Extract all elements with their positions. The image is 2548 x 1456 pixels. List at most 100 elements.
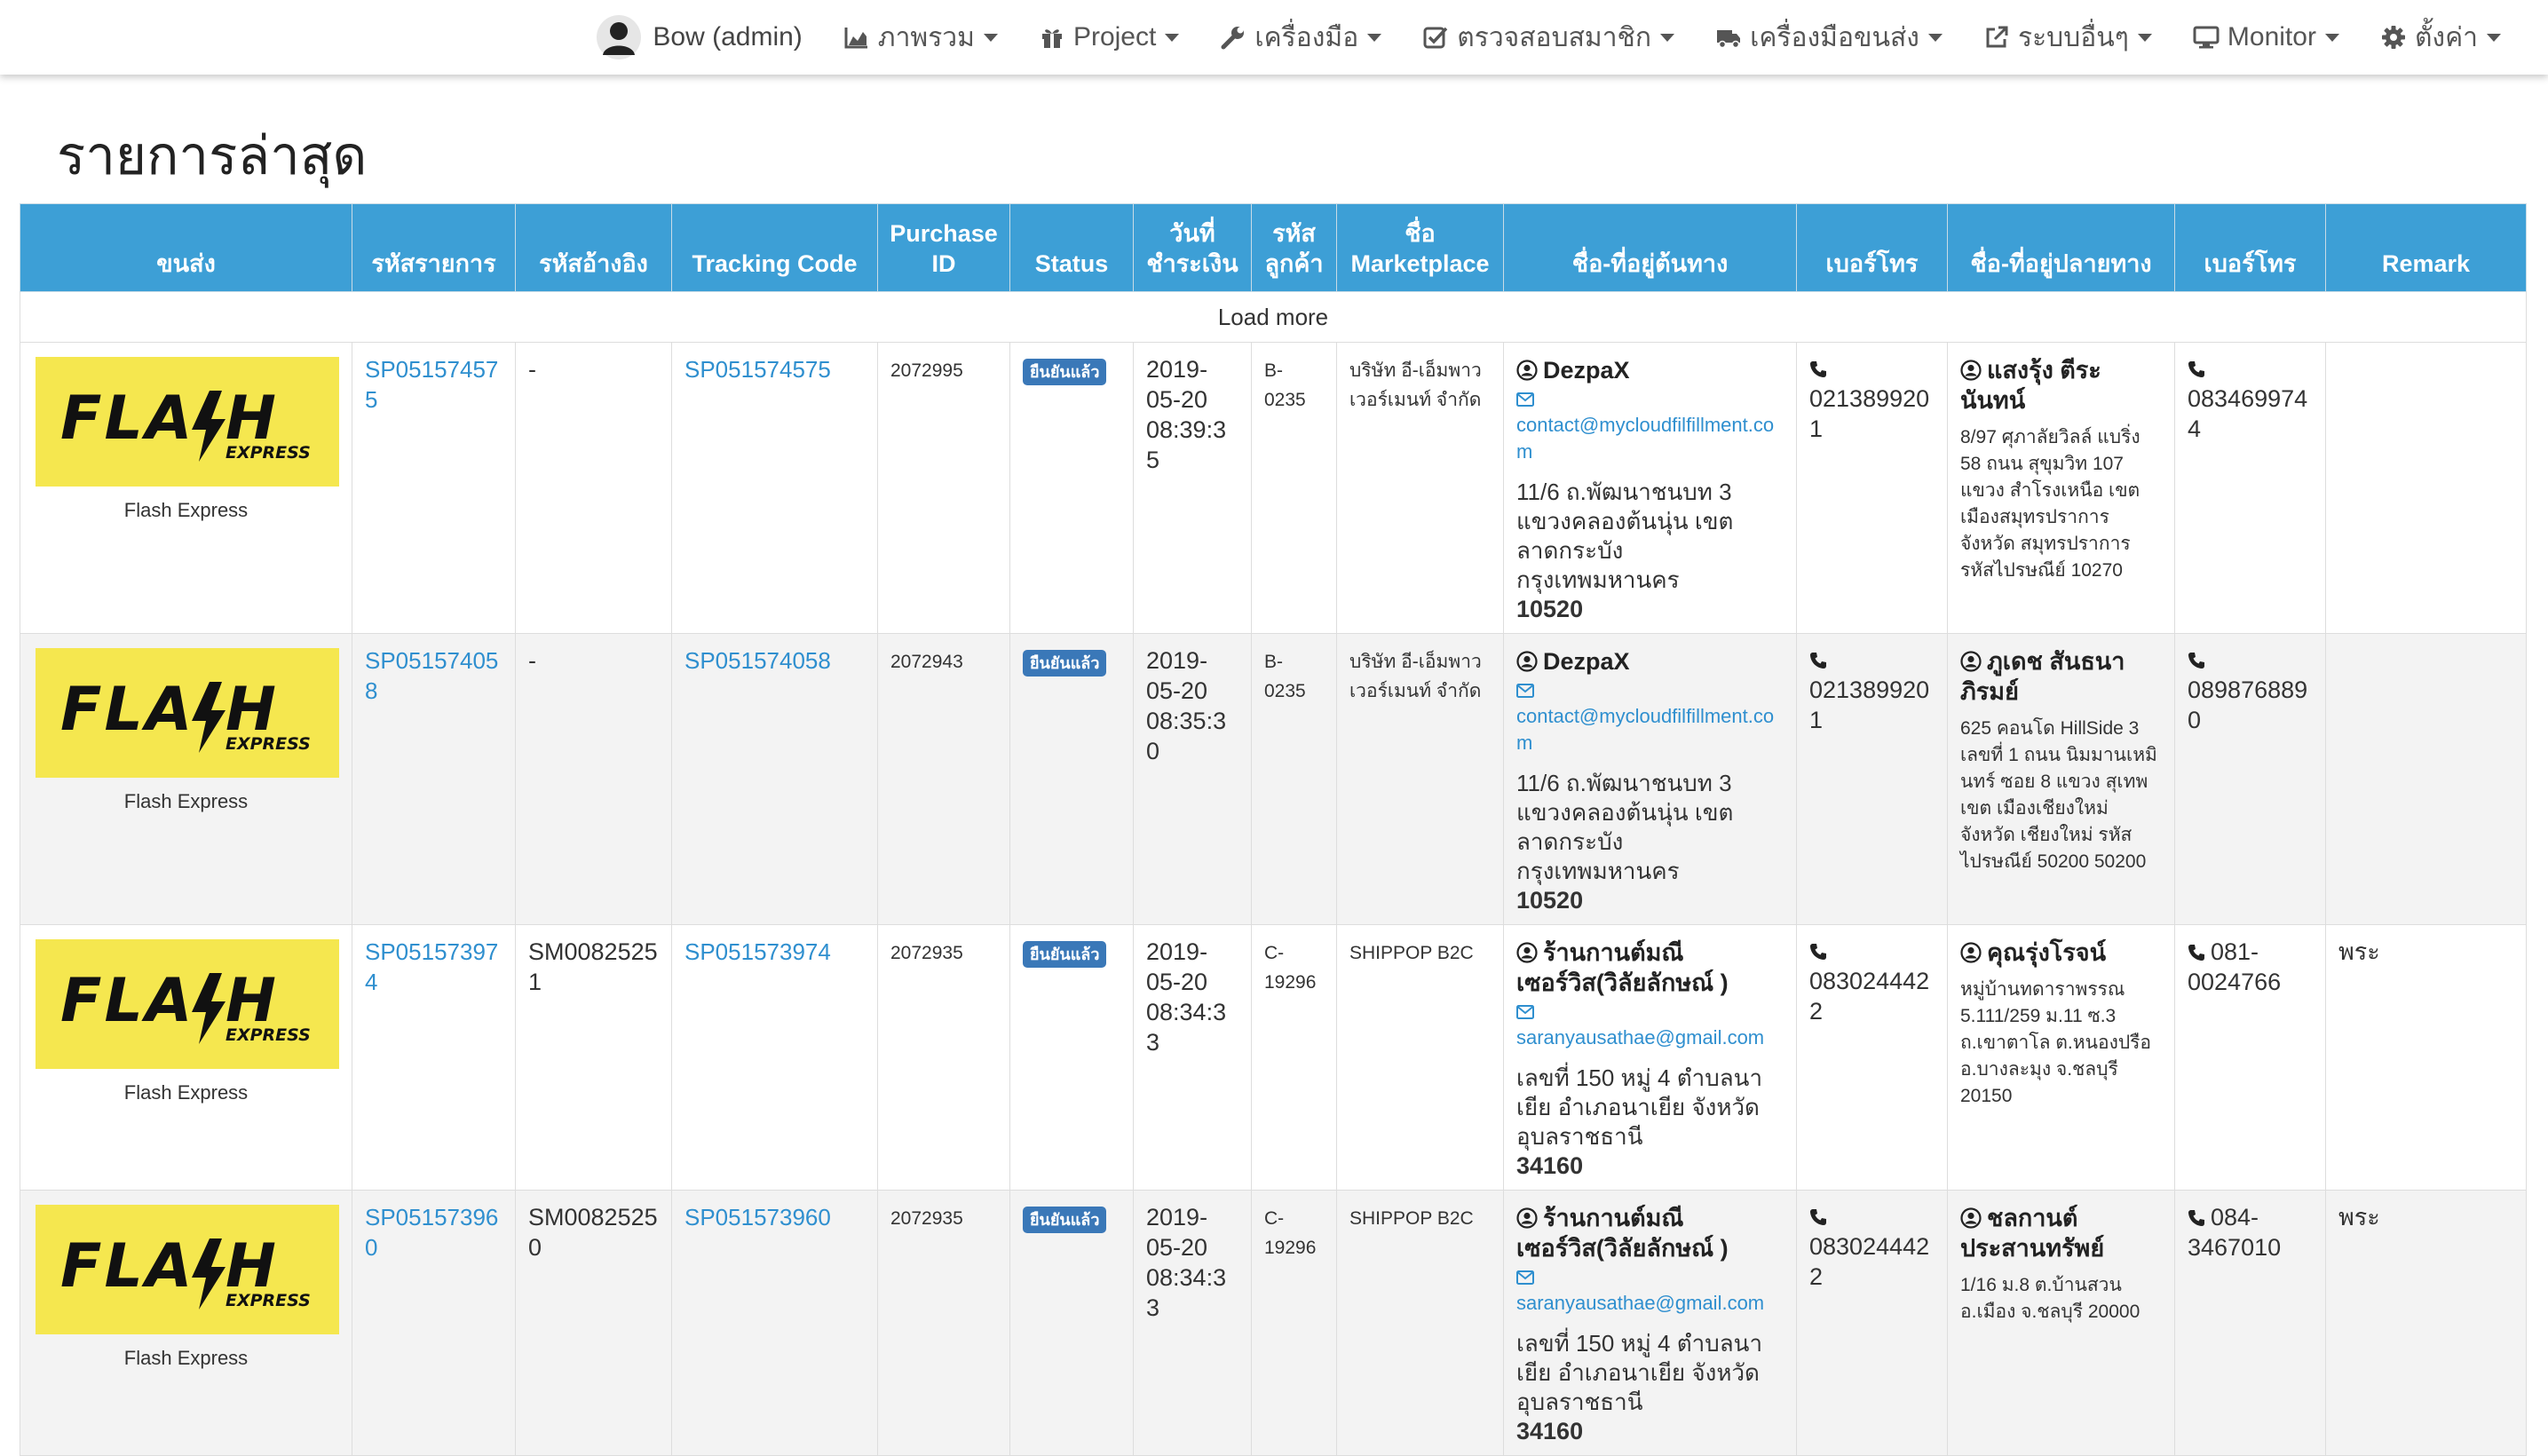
ref-code: - bbox=[528, 356, 536, 383]
col-header-origin-phone[interactable]: เบอร์โทร bbox=[1796, 203, 1948, 292]
origin-address: เลขที่ 150 หมู่ 4 ตำบลนาเยีย อำเภอนาเยีย… bbox=[1516, 1064, 1763, 1150]
dest-name-line: แสงรุ้ง ตีระนันทน์ bbox=[1960, 355, 2162, 415]
col-header-tracking[interactable]: Tracking Code bbox=[671, 203, 878, 292]
dest-name: แสงรุ้ง ตีระนันทน์ bbox=[1960, 357, 2101, 414]
remark: พระ bbox=[2338, 1204, 2380, 1230]
customer-code-cell: C-19296 bbox=[1251, 924, 1337, 1191]
order-code-link[interactable]: SP051573960 bbox=[365, 1204, 499, 1261]
header-line: รหัส bbox=[1272, 220, 1316, 247]
col-header-dest-phone[interactable]: เบอร์โทร bbox=[2174, 203, 2326, 292]
nav-item-tools[interactable]: เครื่องมือ bbox=[1199, 0, 1402, 75]
dest-phone: 084-3467010 bbox=[2188, 1204, 2282, 1261]
col-header-purchase-id[interactable]: Purchase ID bbox=[877, 203, 1010, 292]
dest-phone-cell: 081-0024766 bbox=[2174, 924, 2326, 1191]
envelope-icon bbox=[1516, 1005, 1534, 1019]
origin-email-line: saranyausathae@gmail.com bbox=[1516, 1263, 1784, 1317]
nav-user-menu[interactable]: Bow (admin) bbox=[575, 0, 822, 75]
col-header-status[interactable]: Status bbox=[1009, 203, 1134, 292]
tracking-link[interactable]: SP051574058 bbox=[684, 647, 831, 674]
top-navbar: Bow (admin) ภาพรวม Project bbox=[0, 0, 2548, 75]
ref-code: SM00825250 bbox=[528, 1204, 658, 1261]
status-badge: ยืนยันแล้ว bbox=[1023, 650, 1107, 677]
gift-icon bbox=[1041, 29, 1062, 48]
dest-phone-line: 0834699744 bbox=[2188, 355, 2313, 445]
order-code-link[interactable]: SP051574575 bbox=[365, 356, 499, 413]
marketplace-name: บริษัท อี-เอ็มพาวเวอร์เมนท์ จำกัด bbox=[1349, 652, 1482, 701]
col-header-ref-code[interactable]: รหัสอ้างอิง bbox=[515, 203, 672, 292]
col-header-paid-date[interactable]: วันที่ ชำระเงิน bbox=[1133, 203, 1252, 292]
origin-name: DezpaX bbox=[1543, 357, 1630, 384]
marketplace-name: SHIPPOP B2C bbox=[1349, 943, 1474, 963]
header-line: ชื่อ bbox=[1405, 220, 1436, 247]
col-header-order-code[interactable]: รหัสรายการ bbox=[352, 203, 516, 292]
load-more-row: Load more bbox=[20, 291, 2527, 343]
table-header-row: ขนส่ง รหัสรายการ รหัสอ้างอิง Tracking Co… bbox=[20, 203, 2527, 292]
customer-code-cell: C-19296 bbox=[1251, 1190, 1337, 1456]
phone-icon bbox=[1810, 653, 1826, 669]
nav-item-overview[interactable]: ภาพรวม bbox=[823, 0, 1018, 75]
nav-item-monitor[interactable]: Monitor bbox=[2172, 0, 2360, 75]
nav-item-label: Project bbox=[1072, 22, 1157, 51]
ref-code-cell: SM00825251 bbox=[515, 924, 672, 1191]
tracking-link[interactable]: SP051574575 bbox=[684, 356, 831, 383]
tracking-cell: SP051573960 bbox=[671, 1190, 878, 1456]
purchase-id: 2072995 bbox=[890, 360, 963, 381]
nav-item-label: Monitor bbox=[2227, 22, 2316, 51]
load-more-button[interactable]: Load more bbox=[20, 291, 2527, 343]
carrier-name: Flash Express bbox=[123, 499, 249, 521]
origin-name-line: DezpaX bbox=[1516, 355, 1784, 385]
svg-text:FLA: FLA bbox=[60, 384, 194, 454]
col-header-remark[interactable]: Remark bbox=[2325, 203, 2527, 292]
origin-zip: 10520 bbox=[1516, 887, 1584, 914]
origin-email-link[interactable]: contact@mycloudfilfillment.com bbox=[1516, 705, 1775, 754]
origin-email-link[interactable]: saranyausathae@gmail.com bbox=[1516, 1026, 1765, 1048]
user-circle-icon bbox=[1960, 651, 1982, 672]
dest-name-line: ชลกานต์ ประสานทรัพย์ bbox=[1960, 1203, 2162, 1263]
remark-cell bbox=[2325, 633, 2527, 925]
customer-code-cell: B-0235 bbox=[1251, 342, 1337, 634]
user-avatar-icon bbox=[597, 15, 642, 59]
tracking-link[interactable]: SP051573974 bbox=[684, 938, 831, 965]
dest-phone: 081-0024766 bbox=[2188, 938, 2282, 995]
svg-text:H: H bbox=[226, 966, 276, 1036]
origin-name: DezpaX bbox=[1543, 648, 1630, 675]
header-line: Purchase bbox=[890, 220, 998, 247]
col-header-marketplace[interactable]: ชื่อ Marketplace bbox=[1336, 203, 1504, 292]
order-code-cell: SP051573960 bbox=[352, 1190, 516, 1456]
order-code-link[interactable]: SP051574058 bbox=[365, 647, 499, 704]
col-header-carrier[interactable]: ขนส่ง bbox=[20, 203, 352, 292]
table-row: FLA H EXPRESS Flash Express SP051573974 … bbox=[20, 924, 2527, 1191]
col-header-customer-code[interactable]: รหัส ลูกค้า bbox=[1251, 203, 1337, 292]
dest-name: คุณรุ่งโรจน์ bbox=[1987, 939, 2107, 966]
svg-text:EXPRESS: EXPRESS bbox=[226, 734, 311, 754]
nav-item-label: เครื่องมือ bbox=[1254, 22, 1359, 52]
tracking-cell: SP051574575 bbox=[671, 342, 878, 634]
remark: พระ bbox=[2338, 938, 2380, 965]
origin-email-link[interactable]: contact@mycloudfilfillment.com bbox=[1516, 414, 1775, 463]
dest-name: ภูเดช สันธนาภิรมย์ bbox=[1960, 648, 2125, 705]
dest-name-line: ภูเดช สันธนาภิรมย์ bbox=[1960, 646, 2162, 707]
col-header-dest[interactable]: ชื่อ-ที่อยู่ปลายทาง bbox=[1947, 203, 2175, 292]
nav-item-shipping-tools[interactable]: เครื่องมือขนส่ง bbox=[1695, 0, 1963, 75]
purchase-id-cell: 2072943 bbox=[877, 633, 1010, 925]
tracking-link[interactable]: SP051573960 bbox=[684, 1204, 831, 1230]
tracking-cell: SP051574058 bbox=[671, 633, 878, 925]
purchase-id: 2072935 bbox=[890, 1208, 963, 1229]
nav-item-other-systems[interactable]: ระบบอื่นๆ bbox=[1963, 0, 2172, 75]
customer-code-cell: B-0235 bbox=[1251, 633, 1337, 925]
paid-time: 08:34:33 bbox=[1146, 999, 1227, 1056]
nav-item-settings[interactable]: ตั้งค่า bbox=[2360, 0, 2521, 75]
origin-email-link[interactable]: saranyausathae@gmail.com bbox=[1516, 1292, 1765, 1314]
paid-date-cell: 2019-05-20 08:39:35 bbox=[1133, 342, 1252, 634]
origin-phone-cell: 0830244422 bbox=[1796, 1190, 1948, 1456]
col-header-origin[interactable]: ชื่อ-ที่อยู่ต้นทาง bbox=[1503, 203, 1797, 292]
phone-icon bbox=[1810, 944, 1826, 960]
nav-item-members[interactable]: ตรวจสอบสมาชิก bbox=[1402, 0, 1695, 75]
carrier-name: Flash Express bbox=[123, 790, 249, 812]
check-square-icon bbox=[1423, 27, 1448, 49]
dest-cell: ชลกานต์ ประสานทรัพย์ 1/16 ม.8 ต.บ้านสวน … bbox=[1947, 1190, 2175, 1456]
svg-text:H: H bbox=[226, 675, 276, 745]
nav-item-project[interactable]: Project bbox=[1018, 0, 1199, 75]
origin-phone: 0830244422 bbox=[1809, 1233, 1930, 1290]
order-code-link[interactable]: SP051573974 bbox=[365, 938, 499, 995]
